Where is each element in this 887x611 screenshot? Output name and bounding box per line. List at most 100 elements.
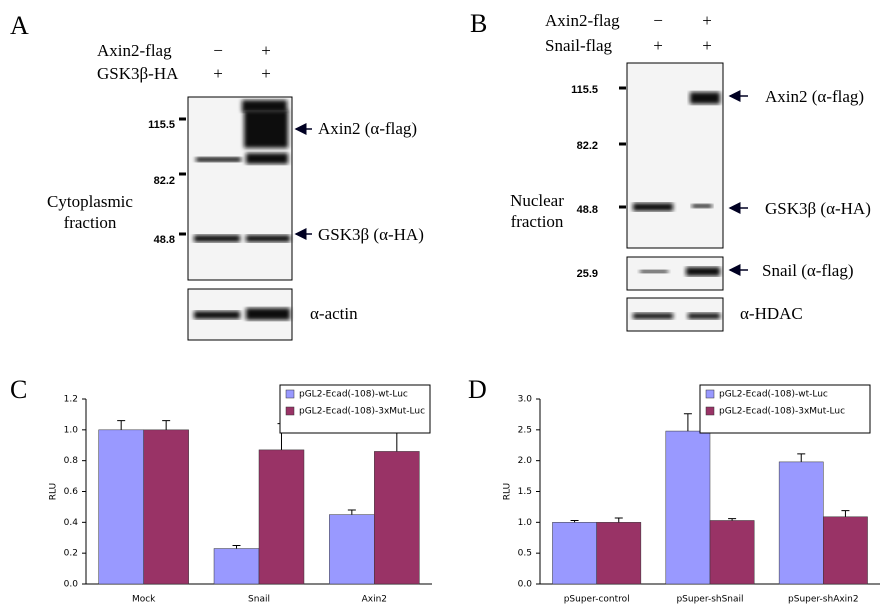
band [633,203,673,211]
bar [258,449,305,585]
x-tick-label: Mock [132,595,156,605]
fraction-label: Cytoplasmic [47,192,133,211]
error-bar [728,518,737,521]
legend-label: pGL2-Ecad(-108)-3xMut-Luc [299,407,425,417]
band-label: GSK3β (α-HA) [765,199,871,218]
band [688,313,720,319]
marker-tick [619,86,626,209]
panel-a: A Axin2-flag − + GSK3β-HA + + 115.5 82.2… [10,11,424,341]
blot [626,62,724,249]
y-tick-label: 1.2 [64,395,78,405]
row-label: Axin2-flag [545,11,620,30]
mw-marker: 82.2 [154,175,175,187]
y-tick-label: 0.0 [518,580,533,590]
y-axis-label: RLU [503,483,513,500]
y-tick-label: 0.2 [64,549,78,559]
band-label: Axin2 (α-flag) [765,87,864,106]
y-tick-label: 0.8 [64,456,79,466]
y-tick-label: 0.4 [64,518,79,528]
sign: + [213,64,223,83]
row-label: GSK3β-HA [97,64,179,83]
y-tick-label: 1.0 [518,518,533,528]
x-tick-label: Axin2 [362,595,387,605]
legend-label: pGL2-Ecad(-108)-3xMut-Luc [719,407,845,417]
error-bar [841,510,850,517]
mw-marker: 48.8 [577,204,598,216]
bar [213,548,260,585]
bar [823,516,868,585]
error-bar [570,519,579,523]
band [246,153,288,164]
panel-letter: C [10,375,27,404]
y-tick-label: 1.0 [64,425,79,435]
band-label: Snail (α-flag) [762,261,854,280]
legend-swatch [285,406,295,416]
x-tick-label: Snail [248,595,270,605]
band [633,313,673,319]
band [246,235,290,242]
y-tick-label: 2.0 [518,456,533,466]
x-tick-label: pSuper-shAxin2 [788,595,859,605]
panel-letter: B [470,9,487,38]
error-bar [392,430,401,452]
x-tick-label: pSuper-control [564,595,630,605]
mw-marker: 115.5 [571,84,598,96]
y-tick-label: 1.5 [518,487,532,497]
row-label: Snail-flag [545,36,613,55]
bar [98,429,144,585]
legend [699,384,871,434]
band [244,110,288,148]
fraction-label: Nuclear [510,191,564,210]
bar [709,520,755,585]
band [194,311,240,319]
error-bar [683,413,692,432]
error-bar [117,420,126,430]
y-tick-label: 0.5 [518,549,532,559]
sign: + [261,64,271,83]
mw-marker: 25.9 [577,268,598,280]
sign: − [653,11,663,30]
band-label: Axin2 (α-flag) [318,119,417,138]
marker-tick [179,117,186,236]
band [194,235,240,242]
legend [279,384,431,434]
error-bar [347,509,356,515]
fraction-label: fraction [64,213,117,232]
error-bar [797,453,806,462]
y-tick-label: 0.6 [64,487,79,497]
band-label: α-HDAC [740,304,803,323]
legend-label: pGL2-Ecad(-108)-wt-Luc [719,390,828,400]
bar [665,430,711,585]
legend-swatch [705,406,715,416]
sign: − [213,41,223,60]
row-label: Axin2-flag [97,41,172,60]
bar [329,514,375,585]
bar [143,429,189,585]
x-tick-label: pSuper-shSnail [676,595,743,605]
legend-swatch [285,389,295,399]
bar [778,461,824,585]
mw-marker: 115.5 [148,119,175,131]
panel-letter: D [468,375,487,404]
band [246,308,290,320]
error-bar [232,544,241,549]
fraction-label: fraction [511,212,564,231]
y-tick-label: 2.5 [518,425,532,435]
sign: + [653,36,663,55]
band [640,270,668,273]
mw-marker: 82.2 [577,140,598,152]
sign: + [702,36,712,55]
y-tick-label: 0.0 [64,580,79,590]
y-tick-label: 3.0 [518,395,533,405]
band-label: GSK3β (α-HA) [318,225,424,244]
mw-marker: 48.8 [154,234,175,246]
band [242,100,287,112]
error-bar [162,420,171,430]
legend-swatch [705,389,715,399]
bar [552,522,597,585]
panel-letter: A [10,11,29,40]
bar [596,522,642,585]
panel-b: B Axin2-flag − + Snail-flag + + 115.5 82… [470,9,871,332]
band-label: α-actin [310,304,358,323]
